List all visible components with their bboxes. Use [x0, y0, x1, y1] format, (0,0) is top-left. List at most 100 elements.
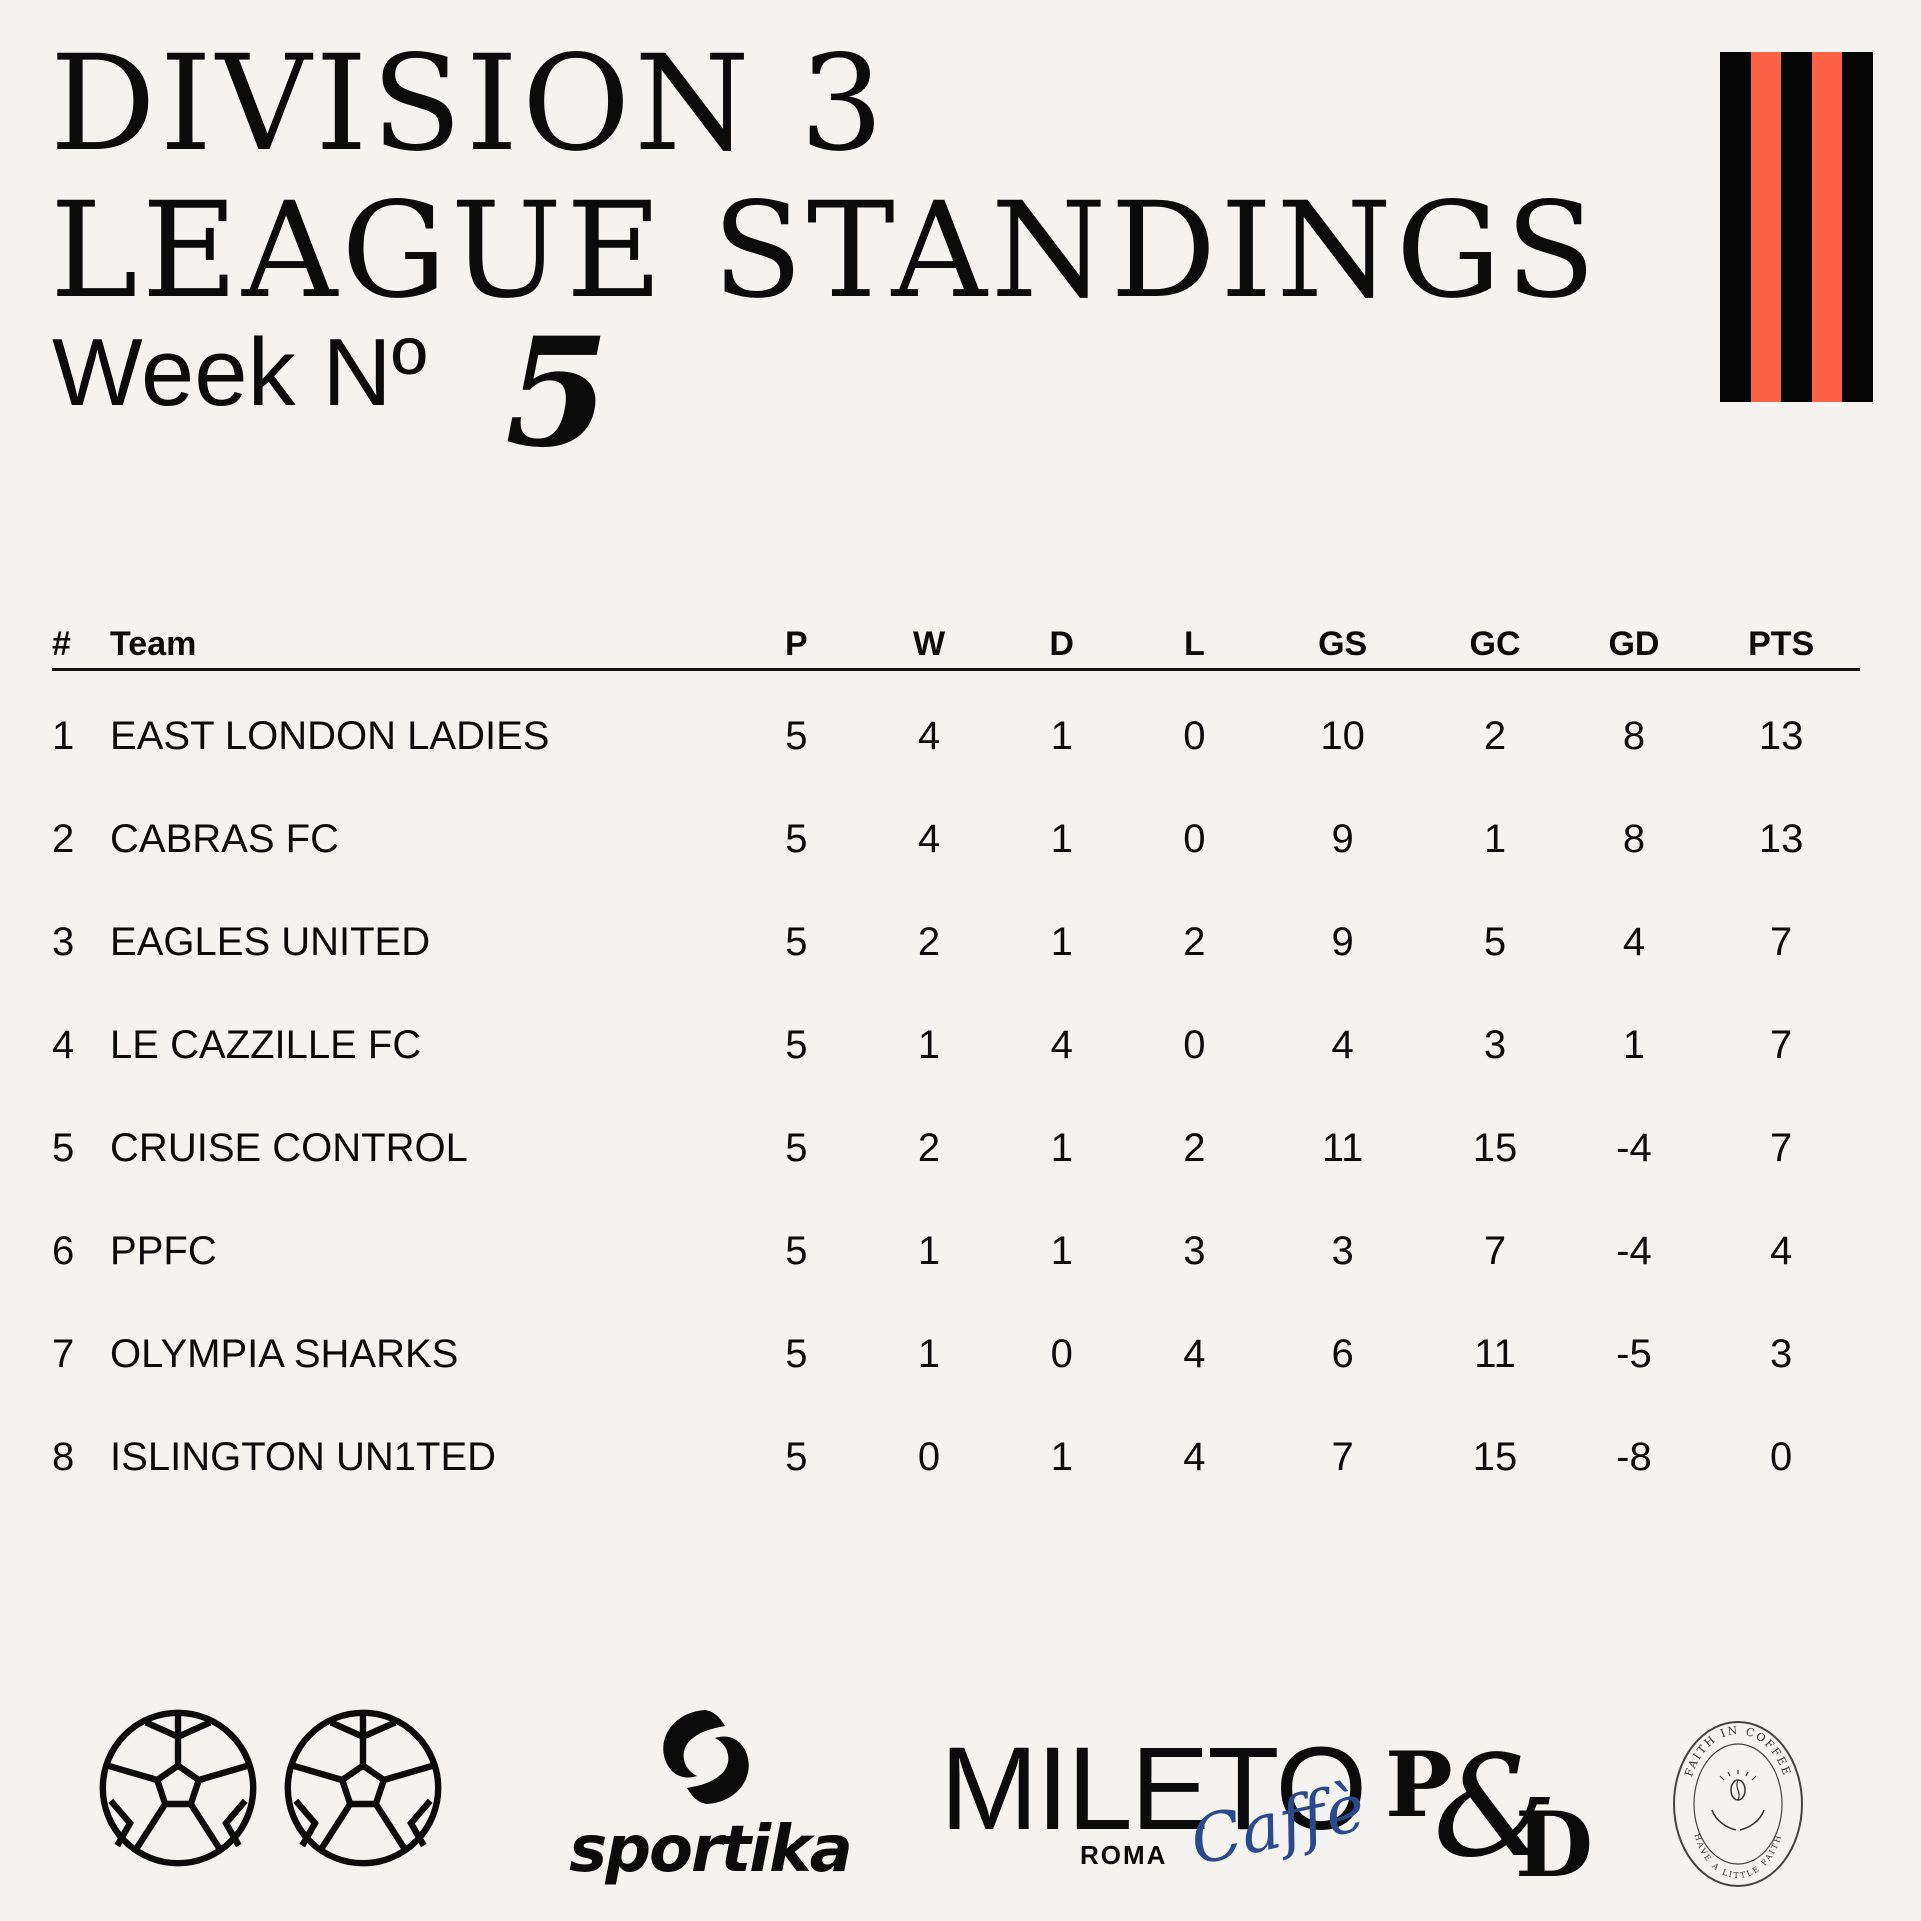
cell-drawn: 1 [1050, 714, 1073, 758]
cell-team: EAST LONDON LADIES [110, 714, 550, 758]
col-header-rank: # [52, 612, 111, 671]
pd-logo: P & D [1385, 1732, 1595, 1898]
cell-goals-scored: 9 [1331, 817, 1354, 861]
cell-team: OLYMPIA SHARKS [110, 1332, 459, 1376]
col-header-won: W [862, 612, 996, 671]
cell-goals-scored: 10 [1320, 714, 1365, 758]
cell-lost: 4 [1183, 1435, 1206, 1479]
cell-rank: 5 [52, 1126, 75, 1170]
mileto-caffe-logo: MILETO ROMA Caffè [940, 1730, 1372, 1880]
col-header-points: PTS [1702, 612, 1860, 671]
title-line-2: LEAGUE STANDINGS [50, 174, 1600, 328]
cell-goal-difference: 1 [1622, 1023, 1646, 1067]
faith-in-coffee-logo: FAITH IN COFFEE HAVE A LITTLE FAITH [1673, 1721, 1803, 1887]
table-row: 7 OLYMPIA SHARKS 5 1 0 4 6 11 -5 3 [52, 1303, 1860, 1406]
cell-drawn: 1 [1050, 817, 1073, 861]
cell-lost: 0 [1183, 1023, 1206, 1067]
cell-goals-scored: 11 [1321, 1126, 1364, 1170]
cell-played: 5 [785, 714, 808, 758]
cell-goal-difference: -5 [1616, 1332, 1652, 1376]
cell-goals-scored: 3 [1331, 1229, 1354, 1273]
cell-played: 5 [785, 920, 808, 964]
week-label: Week Nº [52, 319, 427, 426]
table-row: 6 PPFC 5 1 1 3 3 7 -4 4 [52, 1200, 1860, 1303]
cell-points: 7 [1770, 1126, 1793, 1170]
sportika-wordmark: sportika [569, 1813, 853, 1887]
cell-team: CABRAS FC [110, 817, 339, 861]
cell-goals-conceded: 7 [1483, 1229, 1507, 1273]
cell-rank: 8 [52, 1435, 75, 1479]
cell-drawn: 1 [1050, 920, 1073, 964]
cell-won: 1 [917, 1332, 941, 1376]
cell-team: ISLINGTON UN1TED [110, 1435, 497, 1479]
col-header-goals-conceded: GC [1424, 612, 1566, 671]
table-row: 1 EAST LONDON LADIES 5 4 1 0 10 2 8 13 [52, 670, 1860, 789]
cell-rank: 2 [52, 817, 75, 861]
cell-goals-conceded: 1 [1483, 817, 1507, 861]
cell-team: EAGLES UNITED [110, 920, 431, 964]
cell-points: 4 [1770, 1229, 1793, 1273]
cell-lost: 2 [1183, 920, 1206, 964]
cell-goals-conceded: 3 [1483, 1023, 1507, 1067]
cell-drawn: 1 [1050, 1229, 1073, 1273]
standings-table: # Team P W D L GS GC GD PTS 1 EAST LONDON… [52, 612, 1860, 1509]
cell-drawn: 1 [1050, 1126, 1073, 1170]
faith-arc-bottom-text: HAVE A LITTLE FAITH [1692, 1833, 1783, 1880]
cell-rank: 3 [52, 920, 75, 964]
col-header-team: Team [110, 612, 730, 671]
cell-played: 5 [785, 1126, 808, 1170]
cell-played: 5 [785, 1023, 808, 1067]
cell-lost: 4 [1183, 1332, 1206, 1376]
col-header-goal-difference: GD [1565, 612, 1703, 671]
cell-drawn: 4 [1050, 1023, 1073, 1067]
cell-team: CRUISE CONTROL [110, 1126, 468, 1170]
cell-goal-difference: 4 [1622, 920, 1646, 964]
cell-goals-scored: 6 [1331, 1332, 1354, 1376]
mileto-wordmark: MILETO [940, 1723, 1367, 1855]
cell-points: 0 [1770, 1435, 1793, 1479]
cell-team: PPFC [110, 1229, 217, 1273]
cell-lost: 0 [1183, 714, 1206, 758]
cell-rank: 6 [52, 1229, 75, 1273]
club-stripes-graphic [1720, 52, 1873, 402]
football-icon [284, 1709, 442, 1867]
cell-drawn: 0 [1050, 1332, 1073, 1376]
cell-goal-difference: 8 [1622, 817, 1646, 861]
pd-letter-d: D [1515, 1792, 1594, 1898]
cell-points: 7 [1770, 920, 1793, 964]
col-header-goals-scored: GS [1260, 612, 1425, 671]
col-header-played: P [729, 612, 863, 671]
sponsor-bar: sportika MILETO ROMA Caffè P & D FAITH I… [0, 1700, 1921, 1900]
table-row: 8 ISLINGTON UN1TED 5 0 1 4 7 15 -8 0 [52, 1406, 1860, 1509]
cell-won: 4 [917, 817, 941, 861]
cell-rank: 1 [52, 714, 75, 758]
cell-goal-difference: -4 [1616, 1126, 1652, 1170]
cell-goals-scored: 4 [1331, 1023, 1354, 1067]
cell-goals-conceded: 5 [1483, 920, 1507, 964]
cell-rank: 7 [52, 1332, 75, 1376]
col-header-drawn: D [995, 612, 1129, 671]
football-icon [99, 1709, 257, 1867]
table-row: 4 LE CAZZILLE FC 5 1 4 0 4 3 1 7 [52, 994, 1860, 1097]
cell-goals-scored: 7 [1331, 1435, 1354, 1479]
cell-points: 7 [1770, 1023, 1793, 1067]
cell-goals-conceded: 15 [1472, 1435, 1518, 1479]
cell-points: 13 [1758, 817, 1804, 861]
cell-won: 1 [917, 1023, 941, 1067]
cell-won: 2 [917, 1126, 941, 1170]
mileto-subtitle: ROMA [1080, 1840, 1168, 1870]
cell-goal-difference: -8 [1616, 1435, 1652, 1479]
cell-played: 5 [785, 1435, 808, 1479]
table-row: 2 CABRAS FC 5 4 1 0 9 1 8 13 [52, 788, 1860, 891]
cell-lost: 2 [1183, 1126, 1206, 1170]
cell-won: 0 [917, 1435, 941, 1479]
table-row: 5 CRUISE CONTROL 5 2 1 2 11 15 -4 7 [52, 1097, 1860, 1200]
sportika-logo: sportika [545, 1700, 875, 1885]
col-header-lost: L [1128, 612, 1261, 671]
cell-won: 1 [917, 1229, 941, 1273]
pd-letter-p: P [1385, 1732, 1453, 1838]
cell-goal-difference: 8 [1622, 714, 1646, 758]
cell-lost: 0 [1183, 817, 1206, 861]
cell-rank: 4 [52, 1023, 75, 1067]
cell-points: 13 [1758, 714, 1804, 758]
